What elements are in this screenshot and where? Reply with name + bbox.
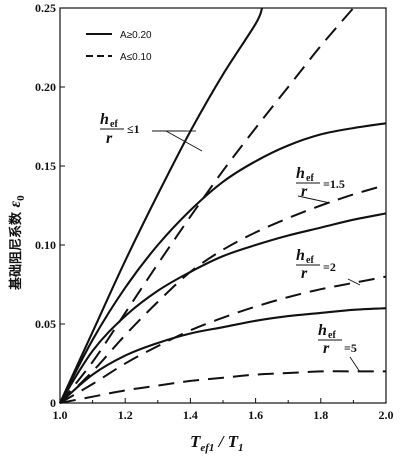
y-tick-label: 0.25 — [35, 1, 56, 15]
svg-text:ef: ef — [306, 173, 314, 184]
svg-text:h: h — [100, 111, 109, 128]
y-tick-label: 0.15 — [35, 159, 56, 173]
y-axis-ticks: 0 0.05 0.10 0.15 0.20 0.25 — [35, 1, 65, 410]
x-tick-label: 1.8 — [313, 408, 328, 422]
svg-text:h: h — [296, 247, 305, 264]
leader-line — [165, 130, 203, 152]
legend: A≥0.20 A≤0.10 — [86, 30, 152, 63]
svg-text:=2: =2 — [323, 260, 336, 274]
svg-text:h: h — [318, 322, 327, 339]
series-line-dashed — [59, 370, 386, 404]
x-tick-label: 2.0 — [379, 408, 394, 422]
series-line-dashed — [59, 7, 355, 404]
svg-text:r: r — [106, 130, 113, 147]
x-tick-label: 1.4 — [183, 408, 198, 422]
series-line-solid — [59, 7, 264, 404]
svg-text:ef: ef — [110, 119, 118, 130]
svg-text:=1.5: =1.5 — [323, 177, 345, 191]
svg-text:=5: =5 — [344, 341, 357, 355]
x-tick-label: 1.0 — [53, 408, 68, 422]
series-line-dashed — [59, 275, 387, 404]
svg-text:≤1: ≤1 — [127, 122, 140, 136]
y-tick-label: 0.10 — [35, 238, 56, 252]
y-tick-label: 0 — [50, 396, 56, 410]
x-axis-title: Tef1 / T1 — [190, 432, 244, 454]
legend-dashed-label: A≤0.10 — [120, 52, 152, 63]
y-tick-label: 0.20 — [35, 80, 56, 94]
leader-line — [349, 356, 361, 373]
svg-text:h: h — [296, 165, 305, 182]
svg-text:ef: ef — [328, 330, 336, 341]
annotation-hr-2: h ef r =2 — [296, 247, 361, 286]
x-tick-label: 1.6 — [248, 408, 263, 422]
svg-text:r: r — [301, 265, 308, 282]
y-axis-title: 基础阻尼系数 ε0 — [7, 195, 27, 291]
annotation-hr-le-1: h ef r ≤1 — [100, 111, 203, 152]
annotation-hr-5: h ef r =5 — [318, 322, 361, 373]
legend-solid-label: A≥0.20 — [120, 30, 152, 41]
series-line-solid — [59, 212, 387, 404]
x-axis-ticks: 1.0 1.2 1.4 1.6 1.8 2.0 — [53, 398, 394, 422]
x-tick-label: 1.2 — [118, 408, 133, 422]
leader-line — [297, 195, 331, 204]
svg-text:ef: ef — [306, 255, 314, 266]
plot-frame — [59, 7, 387, 404]
series-line-dashed — [59, 184, 387, 404]
series-line-solid — [59, 307, 387, 404]
svg-text:r: r — [301, 183, 308, 200]
series-layer — [59, 7, 387, 404]
svg-text:r: r — [323, 340, 330, 357]
annotation-hr-1-5: h ef r =1.5 — [296, 165, 345, 204]
series-line-solid — [59, 122, 387, 404]
y-tick-label: 0.05 — [35, 317, 56, 331]
leader-line — [347, 278, 361, 286]
